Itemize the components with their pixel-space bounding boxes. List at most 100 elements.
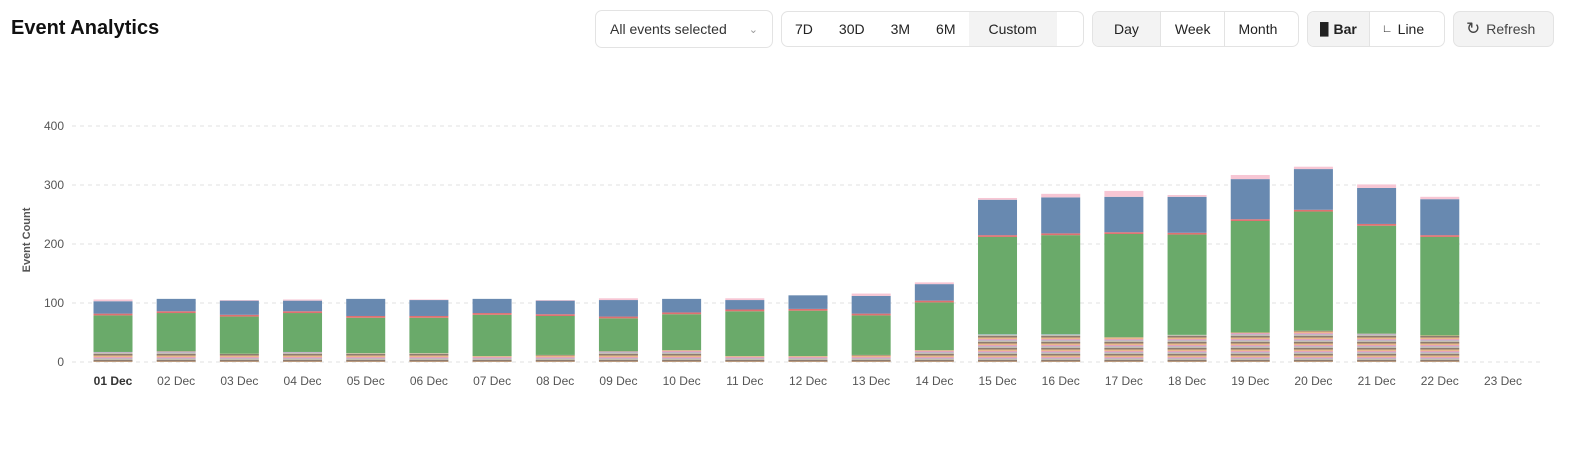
bar-segment [598,316,638,319]
x-tick-label: 15 Dec [979,374,1017,388]
bar-segment [914,350,954,362]
x-tick-label: 01 Dec [94,374,133,388]
bar-segment [1041,334,1081,362]
bar-segment [1420,199,1460,236]
bar-segment [1230,219,1270,221]
bar-segment [1357,333,1397,362]
bar-segment [409,299,449,301]
range-7d-button[interactable]: 7D [795,21,813,37]
bar-segment [156,313,196,352]
x-tick-label: 13 Dec [852,374,890,388]
bar-segment [1041,197,1081,234]
bar-segment [472,314,512,357]
granularity-month-button[interactable]: Month [1224,12,1290,46]
bar-stack [914,282,954,362]
granularity-week-button[interactable]: Week [1159,12,1225,46]
bar-segment [1293,211,1333,331]
bar-segment [598,298,638,301]
bar-stack [156,298,196,362]
x-tick-label: 22 Dec [1421,374,1459,388]
bar-segment [409,353,449,362]
bar-segment [219,300,259,315]
bar-stack [472,298,512,362]
x-tick-label: 20 Dec [1294,374,1332,388]
bar-stack [283,299,323,362]
range-3m-button[interactable]: 3M [890,21,911,37]
bar-segment [283,300,323,312]
chart-type-line-button[interactable]: ∟ Line [1368,12,1436,46]
refresh-button[interactable]: ↻ Refresh [1453,11,1554,47]
bar-segment [725,298,765,301]
x-tick-label: 03 Dec [220,374,258,388]
range-custom-button[interactable]: Custom [968,12,1057,46]
x-tick-label: 21 Dec [1358,374,1396,388]
bar-segment [219,300,259,301]
bar-segment [535,314,575,316]
range-30d-button[interactable]: 30D [838,21,865,37]
granularity-selector: Day Week Month [1092,11,1299,47]
bar-segment [1104,337,1144,362]
x-tick-label: 04 Dec [284,374,322,388]
x-tick-label: 08 Dec [536,374,574,388]
bar-segment [409,317,449,354]
granularity-day-button[interactable]: Day [1093,12,1160,46]
chart-type-bar-label: Bar [1333,21,1357,37]
bar-segment [93,301,133,314]
bar-segment [1420,236,1460,336]
bar-segment [93,313,133,316]
bar-segment [1293,209,1333,212]
bar-segment [662,314,702,351]
bar-segment [219,316,259,354]
bar-segment [1230,220,1270,333]
x-tick-label: 09 Dec [599,374,637,388]
refresh-icon: ↻ [1466,19,1481,38]
refresh-label: Refresh [1486,21,1536,37]
bar-segment [472,356,512,362]
bar-segment [283,313,323,352]
bar-segment [851,315,891,355]
bar-segment [662,350,702,362]
bar-segment [535,354,575,362]
bar-segment [725,309,765,312]
bar-segment [725,356,765,362]
bar-segment [1420,196,1460,200]
bar-segment [662,298,702,313]
bar-segment [1357,184,1397,188]
bar-stack [1357,184,1397,362]
bar-stack [219,300,259,362]
bar-segment [1104,190,1144,197]
line-chart-icon: ∟ [1381,23,1393,35]
bar-segment [978,334,1018,362]
event-filter-dropdown[interactable]: All events selected ⌄ [595,10,773,48]
bar-stack [725,298,765,362]
x-tick-label: 07 Dec [473,374,511,388]
bar-segment [346,317,386,354]
x-tick-label: 10 Dec [663,374,701,388]
x-tick-label: 19 Dec [1231,374,1269,388]
x-tick-label: 11 Dec [726,374,763,388]
y-tick-label: 100 [44,296,64,310]
bar-segment [1357,187,1397,224]
bar-segment [788,308,828,311]
bar-segment [978,236,1018,335]
bar-segment [535,300,575,315]
chart-type-bar-button[interactable]: █ Bar [1308,12,1369,46]
bar-segment [283,351,323,362]
x-tick-label: 06 Dec [410,374,448,388]
bar-segment [156,298,196,312]
bar-segment [219,314,259,317]
bar-segment [914,300,954,303]
chevron-down-icon: ⌄ [748,23,758,36]
bar-segment [409,315,449,318]
y-tick-label: 200 [44,237,64,251]
page-title: Event Analytics [11,17,160,39]
bar-stack [978,197,1018,362]
bar-segment [1167,232,1207,235]
bar-segment [1041,235,1081,335]
bar-stack [598,298,638,362]
bar-segment [1230,174,1270,180]
range-6m-button[interactable]: 6M [936,21,956,37]
bar-segment [725,311,765,357]
bar-stack [346,298,386,362]
